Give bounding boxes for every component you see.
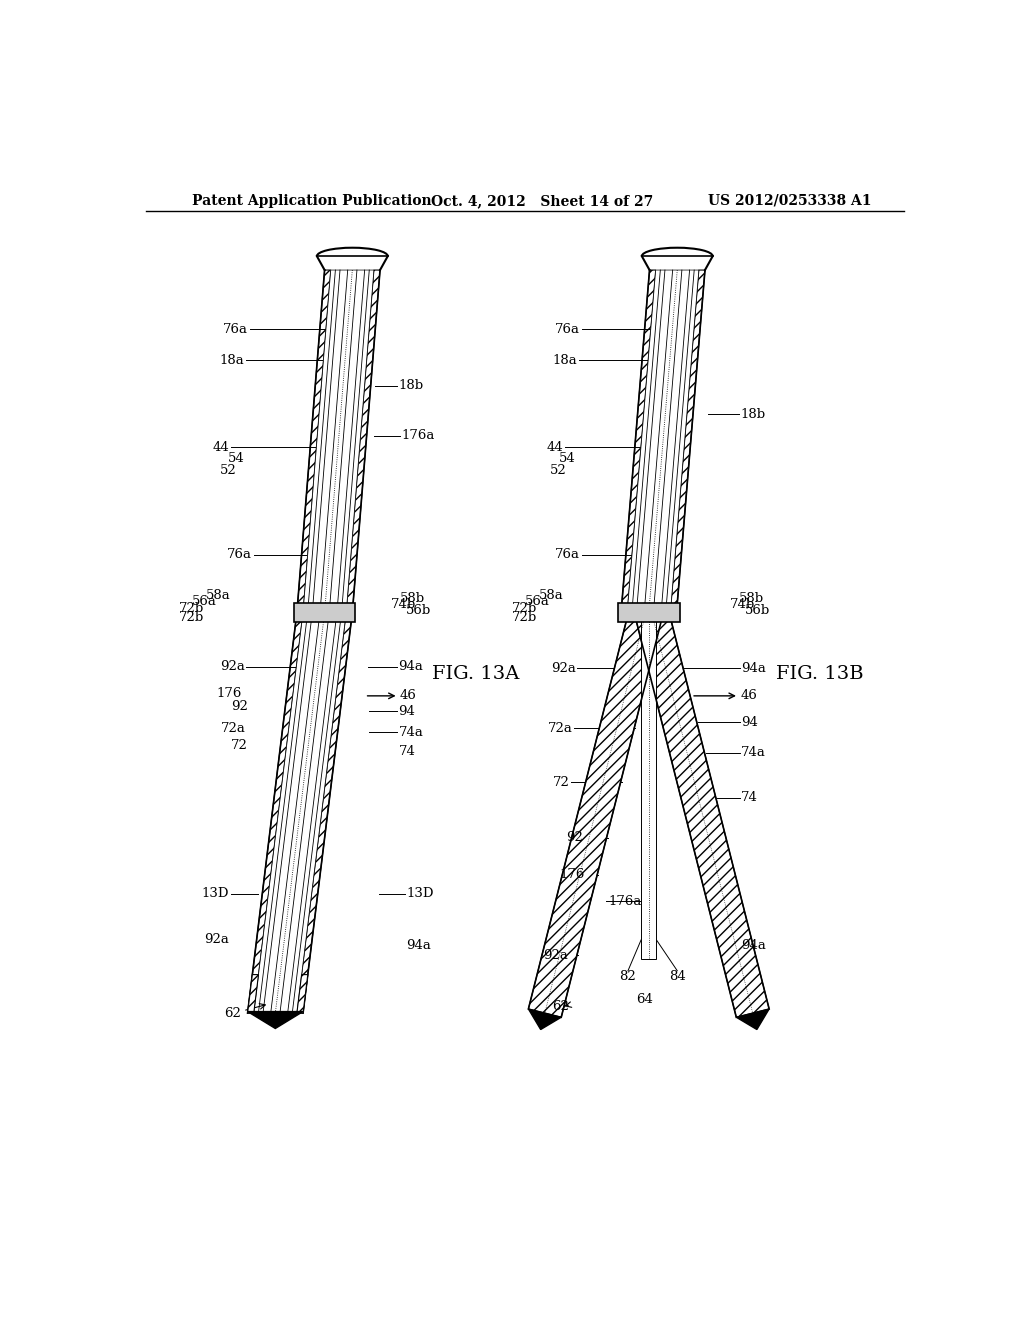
Text: 52: 52 xyxy=(220,463,237,477)
Text: 13D: 13D xyxy=(407,887,434,900)
Text: 76a: 76a xyxy=(223,323,249,335)
Text: 176: 176 xyxy=(217,686,243,700)
Text: 18a: 18a xyxy=(552,354,578,367)
Text: 76a: 76a xyxy=(555,323,581,335)
Polygon shape xyxy=(248,271,331,1014)
Text: 72: 72 xyxy=(553,776,569,788)
Text: 82: 82 xyxy=(620,970,636,982)
Text: 46: 46 xyxy=(400,689,417,702)
Text: 44: 44 xyxy=(212,441,229,454)
Text: 74a: 74a xyxy=(741,746,766,759)
Text: 62: 62 xyxy=(224,1007,241,1019)
Text: 58a: 58a xyxy=(539,589,563,602)
Text: 72b: 72b xyxy=(178,611,204,624)
Polygon shape xyxy=(641,616,656,960)
Text: 92a: 92a xyxy=(543,949,568,962)
Text: 54: 54 xyxy=(227,453,245,465)
Text: 18a: 18a xyxy=(220,354,245,367)
Polygon shape xyxy=(528,1008,561,1030)
Polygon shape xyxy=(297,974,308,1014)
Text: 74b: 74b xyxy=(730,598,755,611)
Polygon shape xyxy=(617,603,680,622)
Text: FIG. 13A: FIG. 13A xyxy=(432,665,520,684)
Text: 72b: 72b xyxy=(178,602,204,615)
Text: 94a: 94a xyxy=(741,661,766,675)
Text: 94a: 94a xyxy=(407,939,431,952)
Text: 56a: 56a xyxy=(191,594,217,607)
Text: Patent Application Publication: Patent Application Publication xyxy=(193,194,432,207)
Text: 176: 176 xyxy=(559,869,585,880)
Polygon shape xyxy=(628,271,698,612)
Text: 92a: 92a xyxy=(204,933,229,946)
Text: 46: 46 xyxy=(740,689,758,702)
Text: 62: 62 xyxy=(553,1001,569,1014)
Polygon shape xyxy=(636,612,769,1018)
Text: 76a: 76a xyxy=(555,548,581,561)
Polygon shape xyxy=(297,271,380,1014)
Text: 84: 84 xyxy=(669,970,686,982)
Text: 72b: 72b xyxy=(512,602,538,615)
Text: 58a: 58a xyxy=(206,589,230,602)
Text: 58b: 58b xyxy=(739,593,764,606)
Text: 92a: 92a xyxy=(551,661,575,675)
Polygon shape xyxy=(248,1011,303,1028)
Polygon shape xyxy=(736,1008,769,1030)
Polygon shape xyxy=(671,271,705,612)
Text: 176a: 176a xyxy=(401,429,435,442)
Polygon shape xyxy=(248,974,258,1014)
Text: 44: 44 xyxy=(547,441,563,454)
Text: 94a: 94a xyxy=(398,660,423,673)
Text: 56a: 56a xyxy=(525,594,550,607)
Text: 92: 92 xyxy=(230,700,248,713)
Text: 176a: 176a xyxy=(608,895,641,908)
Text: 94: 94 xyxy=(741,715,758,729)
Text: 76a: 76a xyxy=(227,548,252,561)
Text: 72a: 72a xyxy=(221,722,246,735)
Text: 54: 54 xyxy=(559,453,575,465)
Text: 92: 92 xyxy=(566,832,584,843)
Text: FIG. 13B: FIG. 13B xyxy=(776,665,863,684)
Polygon shape xyxy=(254,271,374,1014)
Text: 94a: 94a xyxy=(741,939,766,952)
Polygon shape xyxy=(528,612,662,1018)
Text: 92a: 92a xyxy=(219,660,245,673)
Text: 74b: 74b xyxy=(391,598,416,611)
Text: 72b: 72b xyxy=(512,611,538,624)
Text: 72: 72 xyxy=(230,739,248,751)
Text: 74: 74 xyxy=(398,744,416,758)
Text: 13D: 13D xyxy=(202,887,229,900)
Text: 56b: 56b xyxy=(745,603,770,616)
Text: Oct. 4, 2012   Sheet 14 of 27: Oct. 4, 2012 Sheet 14 of 27 xyxy=(431,194,653,207)
Polygon shape xyxy=(621,271,655,612)
Text: 52: 52 xyxy=(550,463,566,477)
Text: 64: 64 xyxy=(637,993,653,1006)
Text: 74a: 74a xyxy=(398,726,423,739)
Text: 74: 74 xyxy=(741,791,758,804)
Text: 18b: 18b xyxy=(740,408,766,421)
Text: 94: 94 xyxy=(398,705,416,718)
Text: 18b: 18b xyxy=(398,379,424,392)
Text: 72a: 72a xyxy=(548,722,572,735)
Polygon shape xyxy=(294,603,355,622)
Text: 56b: 56b xyxy=(407,603,431,616)
Text: 58b: 58b xyxy=(400,593,425,606)
Text: US 2012/0253338 A1: US 2012/0253338 A1 xyxy=(708,194,871,207)
